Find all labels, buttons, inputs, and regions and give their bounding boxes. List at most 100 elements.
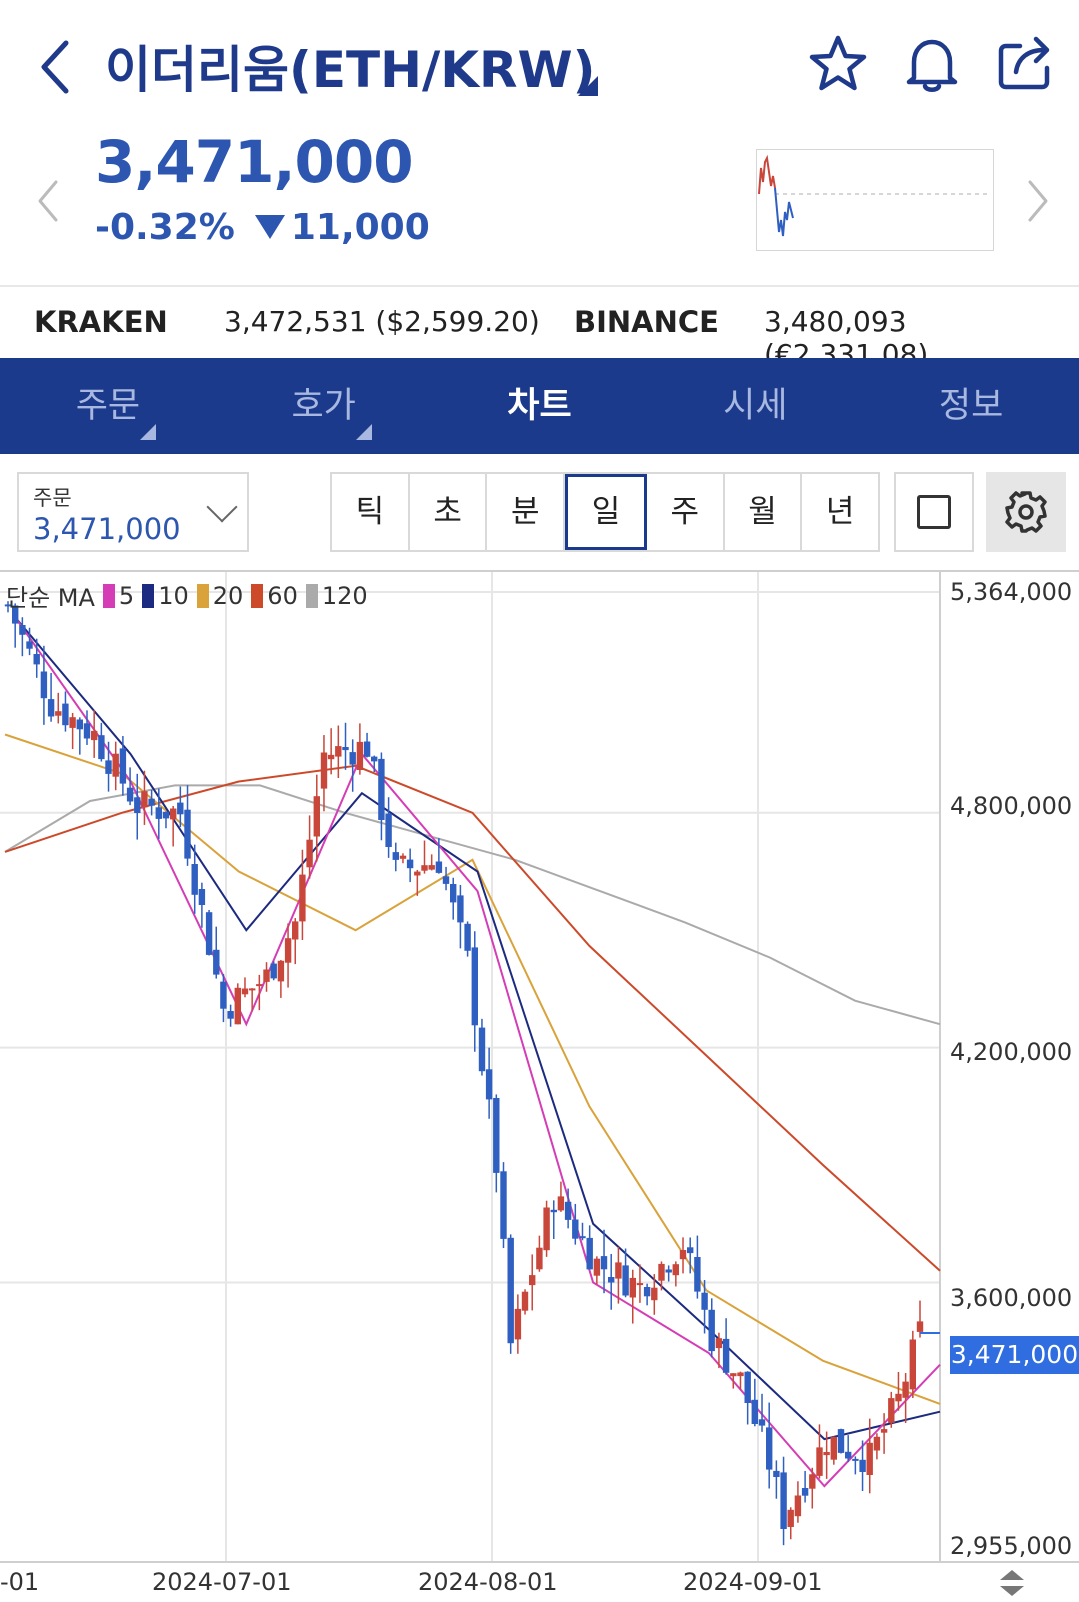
candle-body: [299, 874, 306, 922]
candle-body: [880, 1429, 888, 1433]
candle-body: [852, 1458, 859, 1461]
main-tabs: 주문 호가 차트 시세 정보: [0, 358, 1079, 454]
candle-body: [349, 752, 356, 765]
candle-body: [249, 988, 256, 991]
alert-button[interactable]: [900, 32, 964, 96]
candle-body: [550, 1209, 557, 1213]
candle-body: [406, 859, 414, 869]
fullscreen-button[interactable]: [894, 472, 974, 552]
exchange-prices: KRAKEN 3,472,531 ($2,599.20) BINANCE 3,4…: [0, 285, 1079, 371]
tab-market[interactable]: 시세: [647, 358, 863, 454]
candle-body: [371, 756, 378, 762]
candle-body: [292, 921, 299, 940]
order-select-label: 주문: [33, 486, 72, 510]
ma10-label: 10: [158, 581, 189, 610]
period-month[interactable]: 월: [725, 474, 803, 550]
candle-body: [162, 811, 170, 819]
period-second[interactable]: 초: [410, 474, 488, 550]
dropdown-triangle-icon[interactable]: [578, 76, 598, 96]
period-year[interactable]: 년: [825, 494, 855, 530]
y-tick-label: 5,364,000: [950, 578, 1073, 606]
down-arrow-icon: [254, 215, 285, 239]
x-tick-label: 2024-07-01: [152, 1568, 292, 1596]
candle-body: [227, 1011, 234, 1019]
chevron-left-icon: [41, 40, 69, 94]
candle-body: [651, 1287, 658, 1301]
candle-body: [213, 949, 220, 975]
candle-body: [428, 865, 435, 870]
candle-body: [191, 864, 198, 895]
candle-body: [780, 1472, 787, 1529]
ma5-swatch: [102, 583, 115, 608]
candle-body: [507, 1237, 514, 1344]
period-day[interactable]: 일: [565, 474, 647, 550]
candle-body: [529, 1275, 536, 1286]
tab-orderbook[interactable]: 호가: [216, 358, 432, 454]
candle-body: [170, 808, 177, 820]
candle-body: [694, 1257, 701, 1292]
candle-body: [493, 1098, 500, 1173]
prev-asset-button[interactable]: [34, 178, 64, 224]
candle-body: [672, 1264, 679, 1276]
next-asset-button[interactable]: [1022, 178, 1052, 224]
candle-body: [787, 1509, 794, 1527]
updown-arrows-icon: [1000, 1570, 1024, 1596]
ma60-swatch: [251, 583, 264, 608]
candle-body: [471, 947, 478, 1026]
candle-body: [119, 748, 127, 784]
price-chart[interactable]: [0, 572, 1079, 1601]
candle-body: [572, 1219, 579, 1239]
square-icon: [917, 495, 951, 529]
ma5-label: 5: [118, 581, 135, 610]
candle-body: [730, 1373, 737, 1377]
candle-body: [155, 807, 162, 819]
candle-body: [600, 1256, 608, 1270]
candle-body: [313, 796, 320, 837]
candle-body: [679, 1250, 687, 1260]
candle-body: [766, 1427, 773, 1470]
candle-body: [536, 1247, 543, 1270]
candle-body: [845, 1451, 852, 1459]
chart-settings-button[interactable]: [986, 472, 1066, 552]
candle-body: [62, 703, 69, 726]
page-title[interactable]: 이더리움(ETH/KRW): [105, 41, 596, 99]
period-week[interactable]: 주: [647, 474, 725, 550]
ma10-line: [14, 616, 941, 1441]
candle-body: [356, 741, 364, 770]
candle-body: [622, 1265, 629, 1296]
candle-body: [794, 1495, 802, 1517]
tab-order[interactable]: 주문: [0, 358, 216, 454]
ma60-line: [4, 764, 941, 1272]
order-price-select[interactable]: 주문 3,471,000: [17, 472, 249, 552]
mini-chart[interactable]: [756, 149, 994, 251]
y-tick-label: 3,600,000: [950, 1284, 1073, 1312]
candle-body: [744, 1371, 751, 1403]
candle-body: [270, 963, 277, 979]
candle-body: [392, 852, 399, 860]
x-tick-label: -01: [0, 1568, 40, 1596]
candle-body: [485, 1069, 493, 1100]
candle-body: [873, 1436, 881, 1451]
period-minute[interactable]: 분: [487, 474, 566, 550]
candle-body: [435, 861, 443, 873]
y-tick-label: 4,800,000: [950, 792, 1073, 820]
candle-body: [385, 813, 392, 847]
period-tick[interactable]: 틱: [332, 474, 410, 550]
corner-triangle-icon: [139, 424, 156, 440]
candle-body: [715, 1338, 723, 1349]
share-button[interactable]: [994, 30, 1058, 94]
chevron-down-icon: [206, 491, 238, 523]
back-button[interactable]: [30, 35, 80, 99]
chevron-right-icon: [1028, 180, 1048, 222]
candle-body: [205, 912, 213, 955]
candle-body: [76, 719, 83, 730]
candle-body: [378, 758, 385, 820]
exchange-name-kraken: KRAKEN: [34, 305, 168, 339]
tab-info[interactable]: 정보: [863, 358, 1079, 454]
scroll-handle[interactable]: [996, 1568, 1028, 1598]
tab-label: 정보: [938, 386, 1004, 426]
tab-chart[interactable]: 차트: [432, 358, 648, 454]
favorite-button[interactable]: [806, 32, 870, 96]
candle-body: [33, 654, 40, 665]
candle-body: [888, 1398, 895, 1423]
